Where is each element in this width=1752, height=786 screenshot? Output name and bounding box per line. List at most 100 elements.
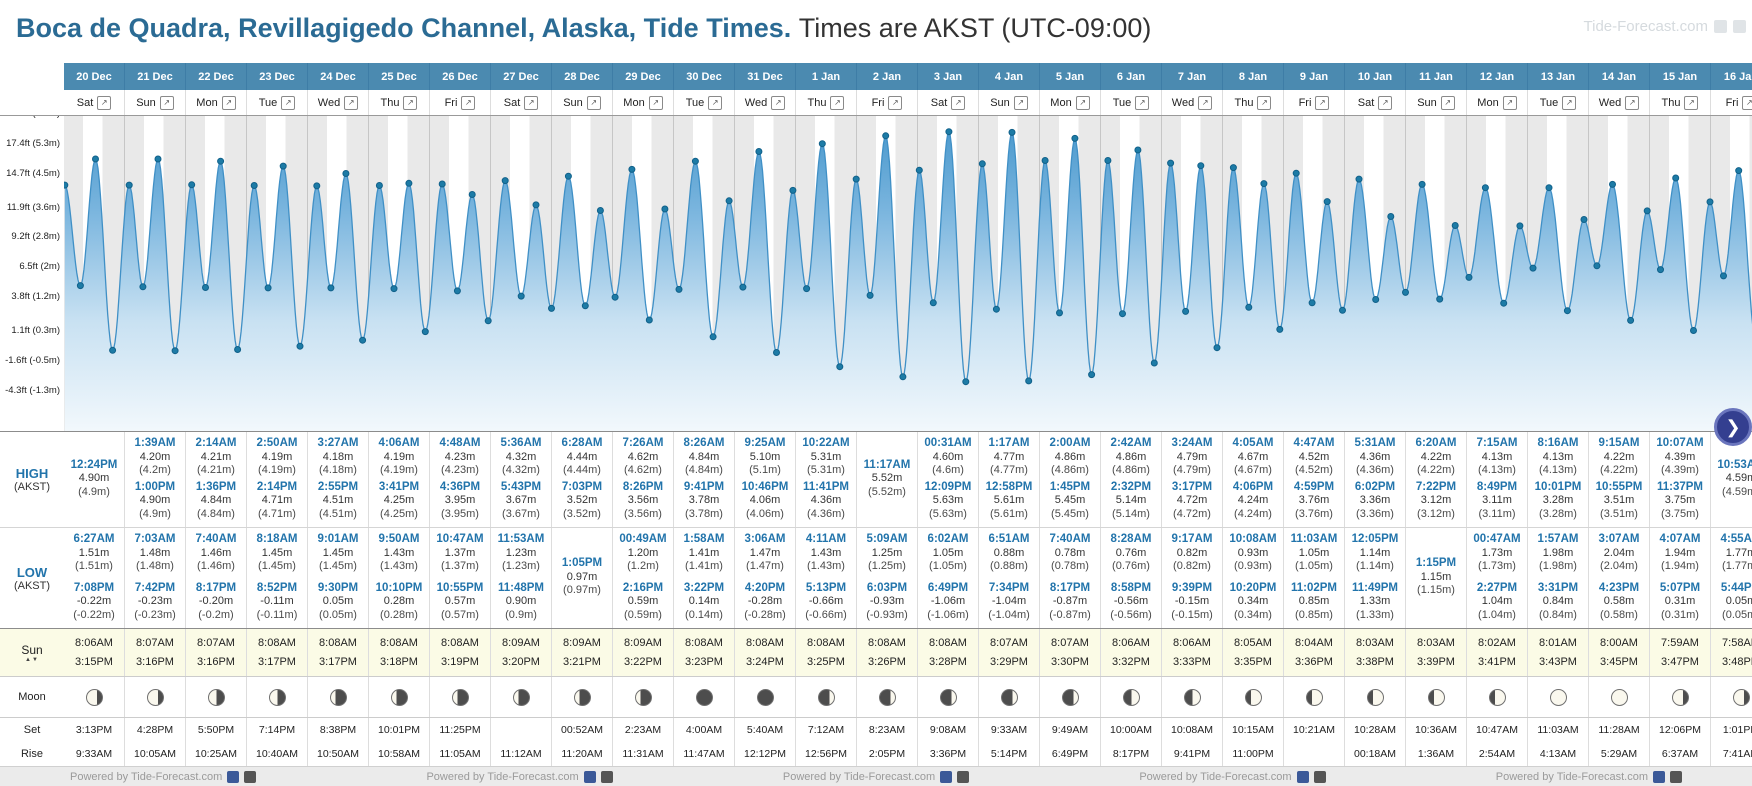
tide-height-alt: (1.14m) (1356, 560, 1394, 572)
tide-time: 6:02AM (927, 533, 969, 545)
tide-extreme-dot (882, 132, 890, 140)
date-header-cell[interactable]: 11 Jan (1406, 63, 1467, 90)
moon-phase-icon (878, 688, 896, 706)
tide-height-alt: (-1.06m) (927, 608, 969, 621)
share-icon[interactable] (600, 770, 613, 783)
expand-day-icon[interactable]: ↗ (830, 95, 845, 110)
expand-day-icon[interactable]: ↗ (403, 95, 418, 110)
high-tide-event: 4:59PM 3.76m (3.76m) (1294, 481, 1334, 522)
date-header-cell[interactable]: 24 Dec (308, 63, 369, 90)
expand-day-icon[interactable]: ↗ (1257, 95, 1272, 110)
moonrise-cell: 6:37AM (1650, 742, 1711, 766)
tide-height-alt: (4.59m) (1722, 485, 1752, 498)
tide-height: 0.14m (688, 595, 720, 607)
date-header-cell[interactable]: 10 Jan (1345, 63, 1406, 90)
date-header-cell[interactable]: 5 Jan (1040, 63, 1101, 90)
date-header-cell[interactable]: 30 Dec (674, 63, 735, 90)
sun-cell: 8:08AM 3:26PM (857, 629, 918, 676)
date-header-cell[interactable]: 6 Jan (1101, 63, 1162, 90)
date-header-cell[interactable]: 31 Dec (735, 63, 796, 90)
date-header-cell[interactable]: 8 Jan (1223, 63, 1284, 90)
tide-height-alt: (4.24m) (1234, 507, 1272, 520)
date-header-cell[interactable]: 26 Dec (430, 63, 491, 90)
share-icon[interactable] (244, 770, 257, 783)
expand-day-icon[interactable]: ↗ (461, 95, 476, 110)
facebook-icon[interactable] (227, 770, 240, 783)
date-header-cell[interactable]: 15 Jan (1650, 63, 1711, 90)
date-header-cell[interactable]: 4 Jan (979, 63, 1040, 90)
high-tide-event: 4:06PM 4.24m (4.24m) (1233, 481, 1273, 522)
date-header-cell[interactable]: 23 Dec (247, 63, 308, 90)
date-header-cell[interactable]: 16 Jan (1711, 63, 1752, 90)
share-icon[interactable] (957, 770, 970, 783)
watermark-social-icon (1714, 20, 1727, 33)
date-header-cell[interactable]: 3 Jan (918, 63, 979, 90)
date-header-cell[interactable]: 20 Dec (64, 63, 125, 90)
expand-day-icon[interactable]: ↗ (888, 95, 903, 110)
tide-height-alt: (0.82m) (1173, 560, 1211, 572)
date-header-cell[interactable]: 29 Dec (613, 63, 674, 90)
expand-day-icon[interactable]: ↗ (1075, 95, 1090, 110)
expand-day-icon[interactable]: ↗ (344, 95, 359, 110)
expand-day-icon[interactable]: ↗ (97, 95, 112, 110)
date-header-cell[interactable]: 9 Jan (1284, 63, 1345, 90)
expand-day-icon[interactable]: ↗ (281, 95, 296, 110)
facebook-icon[interactable] (940, 770, 953, 783)
facebook-icon[interactable] (583, 770, 596, 783)
moon-row-label: Moon (0, 677, 64, 717)
share-icon[interactable] (1313, 770, 1326, 783)
date-header-cell[interactable]: 21 Dec (125, 63, 186, 90)
date-header-cell[interactable]: 7 Jan (1162, 63, 1223, 90)
expand-day-icon[interactable]: ↗ (221, 95, 236, 110)
tide-height-alt: (4.19m) (258, 464, 296, 476)
low-tide-cell: 7:03AM 1.48m (1.48m) 7:42PM -0.23m (-0.23m) (125, 528, 186, 628)
expand-day-icon[interactable]: ↗ (1502, 95, 1517, 110)
expand-day-icon[interactable]: ↗ (1135, 95, 1150, 110)
tide-height: 0.57m (444, 595, 476, 607)
expand-day-icon[interactable]: ↗ (1562, 95, 1577, 110)
low-row-label: LOW (AKST) (0, 528, 64, 628)
tide-extreme-dot (468, 191, 476, 198)
expand-day-icon[interactable]: ↗ (159, 95, 174, 110)
expand-day-icon[interactable]: ↗ (708, 95, 723, 110)
share-icon[interactable] (1669, 770, 1682, 783)
dow-label: Sat (930, 96, 948, 109)
date-header-cell[interactable]: 27 Dec (491, 63, 552, 90)
expand-day-icon[interactable]: ↗ (586, 95, 601, 110)
expand-day-icon[interactable]: ↗ (1684, 95, 1699, 110)
date-header-cell[interactable]: 1 Jan (796, 63, 857, 90)
high-tide-cell: 2:14AM 4.21m (4.21m) 1:36PM 4.84m (4.84m) (186, 432, 247, 527)
moon-cell (613, 677, 674, 717)
facebook-icon[interactable] (1652, 770, 1665, 783)
moon-phase-icon (1549, 688, 1567, 706)
date-header-cell[interactable]: 13 Jan (1528, 63, 1589, 90)
date-header-cell[interactable]: 28 Dec (552, 63, 613, 90)
moon-cell (186, 677, 247, 717)
high-tide-event: 11:37PM 3.75m (3.75m) (1657, 481, 1703, 522)
expand-day-icon[interactable]: ↗ (1198, 95, 1213, 110)
expand-day-icon[interactable]: ↗ (648, 95, 663, 110)
date-header-cell[interactable]: 2 Jan (857, 63, 918, 90)
tide-height-alt: (3.75m) (1661, 507, 1699, 520)
expand-day-icon[interactable]: ↗ (1440, 95, 1455, 110)
date-header-cell[interactable]: 25 Dec (369, 63, 430, 90)
expand-day-icon[interactable]: ↗ (1378, 95, 1393, 110)
date-header-cell[interactable]: 14 Jan (1589, 63, 1650, 90)
y-axis-tick-label: 6.5ft (2m) (19, 261, 60, 273)
tide-height-alt: (3.28m) (1539, 507, 1577, 520)
expand-day-icon[interactable]: ↗ (1013, 95, 1028, 110)
facebook-icon[interactable] (1296, 770, 1309, 783)
expand-day-icon[interactable]: ↗ (771, 95, 786, 110)
date-header-cell[interactable]: 22 Dec (186, 63, 247, 90)
next-week-button[interactable]: ❯ (1714, 408, 1752, 446)
expand-day-icon[interactable]: ↗ (951, 95, 966, 110)
tide-height-alt: (0.97m) (563, 584, 601, 597)
low-tide-event: 11:02PM 0.85m (0.85m) (1291, 582, 1337, 623)
date-header-cell[interactable]: 12 Jan (1467, 63, 1528, 90)
dow-label: Sat (76, 96, 94, 109)
expand-day-icon[interactable]: ↗ (1625, 95, 1640, 110)
tide-height-alt: (4.86m) (1051, 464, 1089, 476)
expand-day-icon[interactable]: ↗ (524, 95, 539, 110)
expand-day-icon[interactable]: ↗ (1315, 95, 1330, 110)
expand-day-icon[interactable]: ↗ (1742, 95, 1752, 110)
